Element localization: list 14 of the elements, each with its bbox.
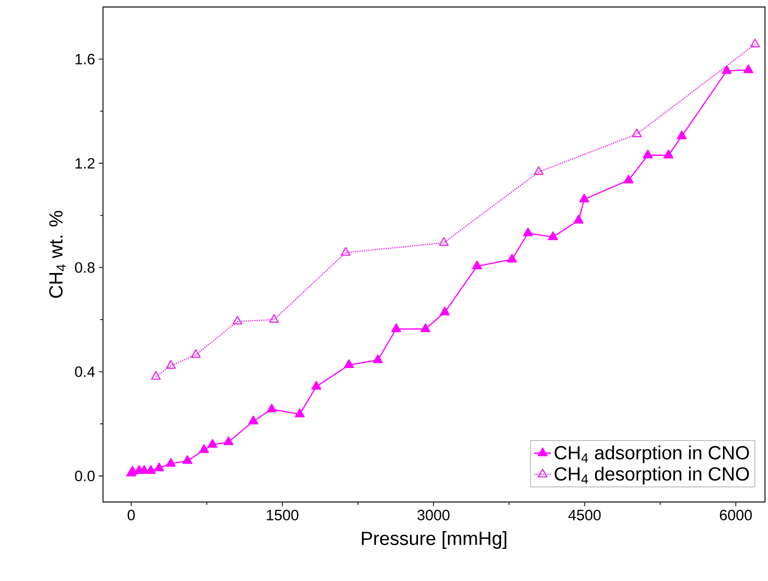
y-tick-label: 0.8 (75, 262, 95, 273)
y-tick-label: 0.4 (75, 366, 95, 378)
x-tick-label: 0 (128, 510, 135, 520)
y-axis-title: CH$_{4}$ wt. % (49, 210, 66, 298)
y-tick-label: 1.2 (76, 158, 94, 169)
x-tick-label: 1500 (266, 510, 298, 520)
legend-label: CH$_{4}$ desorption in CNO (554, 466, 749, 484)
y-tick-label: 1.6 (76, 54, 95, 64)
x-tick-label: 6000 (720, 510, 752, 520)
legend-label: CH$_{4}$ adsorption in CNO (554, 446, 749, 464)
y-tick-label: 0.0 (75, 470, 95, 482)
x-tick-label: 4500 (568, 510, 601, 520)
x-tick-label: 3000 (417, 510, 450, 520)
x-axis-title: Pressure [mmHg] (362, 531, 506, 549)
